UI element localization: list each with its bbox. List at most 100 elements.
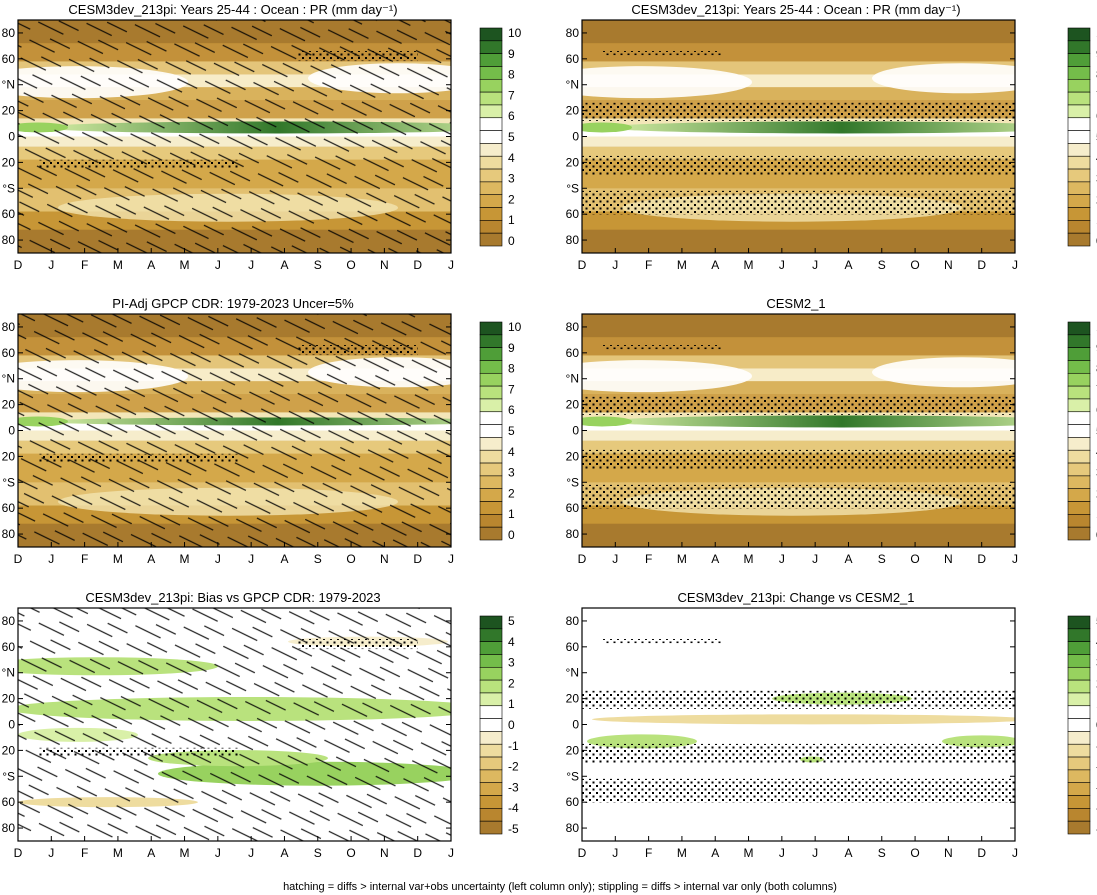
colorbar-swatch bbox=[1067, 718, 1091, 732]
colorbar-swatch bbox=[1067, 385, 1091, 400]
x-tick-label: S bbox=[878, 258, 886, 272]
panel-6: CESM3dev_213pi: Change vs CESM2_1 80 60 °N 2… bbox=[566, 590, 1097, 860]
colorbar-label: 4 bbox=[508, 445, 515, 459]
colorbar-swatch bbox=[1067, 743, 1091, 758]
y-tick-label: 60 bbox=[566, 795, 580, 809]
x-tick-label: J bbox=[215, 258, 221, 272]
colorbar-swatch bbox=[479, 526, 503, 541]
colorbar-swatch bbox=[479, 615, 503, 630]
panel-title: CESM3dev_213pi: Change vs CESM2_1 bbox=[677, 590, 914, 605]
colorbar-swatch bbox=[479, 117, 503, 131]
stippling-overlay bbox=[602, 639, 722, 644]
y-tick-label: 20 bbox=[2, 155, 16, 169]
panel-3: PI-Adj GPCP CDR: 1979-2023 Uncer=5%8060°… bbox=[2, 296, 522, 566]
colorbar-swatch bbox=[1067, 782, 1091, 796]
field-plot bbox=[18, 20, 451, 253]
colorbar-swatch bbox=[1067, 91, 1091, 106]
x-tick-label: D bbox=[413, 846, 422, 860]
colorbar-swatch bbox=[479, 782, 503, 796]
x-tick-label: O bbox=[346, 552, 355, 566]
colorbar-swatch bbox=[1067, 692, 1091, 707]
colorbar-swatch bbox=[1067, 155, 1091, 170]
y-tick-label: 60 bbox=[2, 795, 16, 809]
colorbar-swatch bbox=[1067, 449, 1091, 464]
y-tick-label: 0 bbox=[8, 130, 15, 144]
colorbar-swatch bbox=[479, 743, 503, 758]
colorbar-swatch bbox=[479, 40, 503, 54]
stippling-overlay bbox=[602, 345, 722, 350]
colorbar-swatch bbox=[479, 808, 503, 822]
y-tick-label: 0 bbox=[8, 424, 15, 438]
y-tick-label: 20 bbox=[2, 449, 16, 463]
y-tick-label: 60 bbox=[566, 207, 580, 221]
colorbar-swatch bbox=[1067, 488, 1091, 502]
colorbar-swatch bbox=[1067, 207, 1091, 221]
colorbar-label: 10 bbox=[508, 320, 522, 334]
x-tick-label: A bbox=[147, 846, 155, 860]
stippling-overlay bbox=[582, 690, 1015, 709]
field-band bbox=[582, 229, 1015, 253]
colorbar-swatch bbox=[1067, 372, 1091, 387]
y-tick-label: 60 bbox=[2, 640, 16, 654]
x-tick-label: A bbox=[147, 552, 155, 566]
y-tick-label: 0 bbox=[572, 424, 579, 438]
itcz-band bbox=[582, 416, 632, 427]
x-tick-label: S bbox=[314, 258, 322, 272]
x-tick-label: M bbox=[744, 258, 754, 272]
colorbar-label: 3 bbox=[508, 656, 515, 670]
colorbar-swatch bbox=[479, 104, 503, 119]
x-tick-label: D bbox=[578, 846, 587, 860]
colorbar-swatch bbox=[1067, 769, 1091, 784]
x-tick-label: D bbox=[578, 552, 587, 566]
colorbar-label: 10 bbox=[508, 26, 522, 40]
x-tick-label: J bbox=[448, 846, 454, 860]
colorbar-label: 8 bbox=[508, 362, 515, 376]
y-tick-label: 80 bbox=[566, 614, 580, 628]
x-tick-label: N bbox=[380, 552, 389, 566]
colorbar-swatch bbox=[1067, 78, 1091, 93]
colorbar-swatch bbox=[479, 731, 503, 745]
colorbar-swatch bbox=[479, 347, 503, 361]
y-tick-label: 60 bbox=[566, 346, 580, 360]
colorbar-swatch bbox=[1067, 437, 1091, 451]
colorbar-swatch bbox=[479, 475, 503, 490]
field-band bbox=[582, 136, 1015, 147]
colorbar-swatch bbox=[1067, 220, 1091, 234]
y-tick-label: °N bbox=[2, 78, 15, 92]
itcz-band bbox=[603, 121, 1015, 134]
colorbar-swatch bbox=[1067, 117, 1091, 131]
x-tick-label: A bbox=[844, 552, 852, 566]
y-tick-label: °S bbox=[566, 475, 579, 489]
colorbar-swatch bbox=[479, 411, 503, 425]
colorbar-swatch bbox=[1067, 808, 1091, 822]
x-tick-label: J bbox=[612, 846, 618, 860]
colorbar-swatch bbox=[479, 385, 503, 400]
colorbar-swatch bbox=[479, 181, 503, 196]
panel-5: CESM3dev_213pi: Bias vs GPCP CDR: 1979-2… bbox=[2, 590, 519, 860]
colorbar-swatch bbox=[479, 53, 503, 67]
panel-1: CESM3dev_213pi: Years 25-44 : Ocean : PR… bbox=[2, 2, 522, 272]
stippling-overlay bbox=[298, 51, 418, 62]
colorbar-swatch bbox=[479, 756, 503, 771]
colorbar-label: 2 bbox=[508, 676, 515, 690]
field-band bbox=[582, 20, 1015, 44]
colorbar-swatch bbox=[479, 692, 503, 707]
x-tick-label: A bbox=[711, 258, 719, 272]
x-tick-label: A bbox=[280, 258, 288, 272]
colorbar-swatch bbox=[479, 232, 503, 247]
y-tick-label: 20 bbox=[566, 155, 580, 169]
colorbar-swatch bbox=[479, 360, 503, 374]
y-tick-label: 20 bbox=[2, 104, 16, 118]
x-tick-label: N bbox=[944, 258, 953, 272]
x-tick-label: O bbox=[910, 258, 919, 272]
x-tick-label: N bbox=[380, 258, 389, 272]
x-tick-label: N bbox=[380, 846, 389, 860]
colorbar-swatch bbox=[479, 501, 503, 515]
colorbar-swatch bbox=[479, 679, 503, 694]
x-tick-label: J bbox=[48, 552, 54, 566]
stippling-overlay bbox=[582, 743, 1015, 764]
